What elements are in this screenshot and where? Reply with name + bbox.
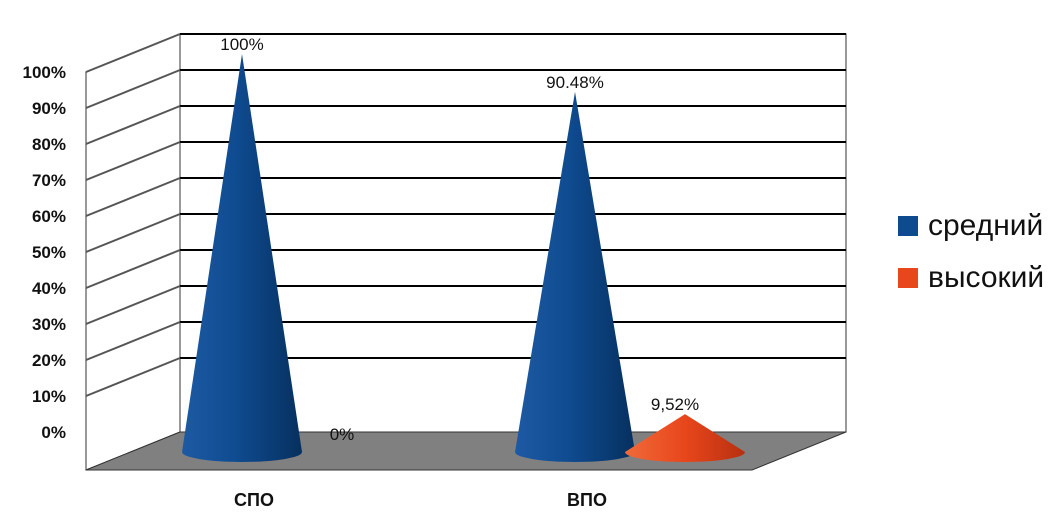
cone-0-1 [515, 91, 635, 463]
side-gridline [85, 33, 181, 73]
y-tick-label: 60% [32, 207, 66, 226]
legend-item-srednii: средний [898, 200, 1044, 252]
y-tick-label: 0% [41, 423, 66, 442]
legend-label-srednii: средний [928, 209, 1044, 242]
data-label: 100% [220, 35, 263, 54]
legend-swatch-srednii [898, 216, 918, 236]
side-gridline [85, 321, 181, 361]
cone-1-1 [625, 414, 745, 462]
side-wall [85, 33, 181, 471]
side-gridline [85, 285, 181, 325]
side-gridline [85, 357, 181, 397]
legend: средний высокий [898, 200, 1044, 304]
side-gridline [85, 249, 181, 289]
side-gridline [85, 213, 181, 253]
y-tick-label: 20% [32, 351, 66, 370]
data-label: 0% [330, 425, 355, 444]
data-label: 9,52% [651, 395, 699, 414]
legend-swatch-vysokii [898, 268, 918, 288]
cones [182, 54, 745, 463]
y-tick-label: 40% [32, 279, 66, 298]
legend-label-vysokii: высокий [928, 261, 1045, 294]
y-tick-label: 30% [32, 315, 66, 334]
side-gridline [85, 141, 181, 181]
data-labels: 100% 0% 90.48% 9,52% [220, 35, 699, 444]
side-gridline [85, 69, 181, 109]
y-tick-label: 50% [32, 243, 66, 262]
side-gridline [85, 105, 181, 145]
legend-item-vysokii: высокий [898, 252, 1044, 304]
cone-0-0 [182, 54, 302, 462]
x-axis-category-labels: СПО ВПО [234, 490, 607, 510]
y-tick-label: 80% [32, 135, 66, 154]
gridlines [85, 33, 846, 397]
y-tick-label: 90% [32, 99, 66, 118]
y-tick-label: 100% [23, 63, 66, 82]
y-axis-tick-labels: 0% 10% 20% 30% 40% 50% 60% 70% 80% 90% 100% [23, 63, 66, 442]
y-tick-label: 70% [32, 171, 66, 190]
category-label: СПО [234, 490, 274, 510]
data-label: 90.48% [546, 73, 604, 92]
category-label: ВПО [567, 490, 607, 510]
y-tick-label: 10% [32, 387, 66, 406]
side-gridline [85, 177, 181, 217]
